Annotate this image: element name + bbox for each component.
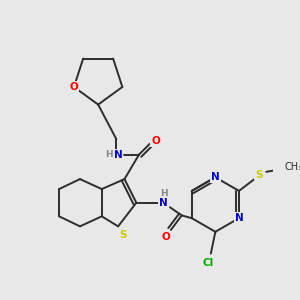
Text: H: H (160, 189, 167, 198)
Text: S: S (119, 230, 126, 239)
Text: N: N (211, 172, 220, 182)
Text: N: N (235, 213, 243, 223)
Text: S: S (255, 169, 263, 179)
Text: N: N (159, 198, 168, 208)
Text: N: N (114, 149, 122, 160)
Text: Cl: Cl (202, 258, 214, 268)
Text: O: O (70, 82, 78, 92)
Text: O: O (162, 232, 171, 242)
Text: H: H (105, 150, 113, 159)
Text: CH₃: CH₃ (284, 162, 300, 172)
Text: O: O (151, 136, 160, 146)
